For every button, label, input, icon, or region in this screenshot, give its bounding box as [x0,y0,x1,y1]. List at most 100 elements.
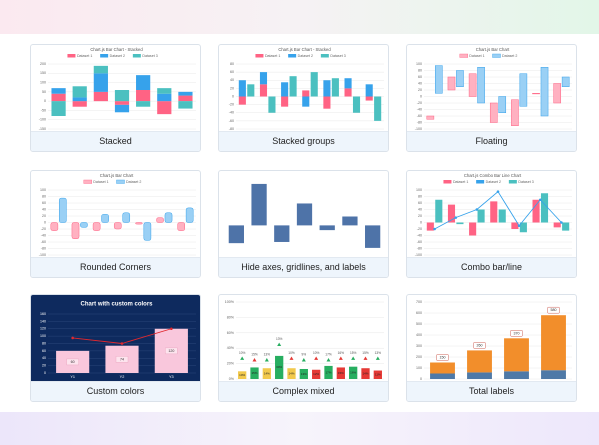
bar [178,95,193,102]
example-card[interactable]: Hide axes, gridlines, and labels [218,170,389,278]
y-tick-label: 20 [42,364,46,368]
bar [113,222,122,230]
y-tick-label: 100 [416,366,422,370]
bar [319,225,335,231]
bar [519,222,527,233]
footer-band [0,412,599,445]
bar [51,101,66,116]
y-tick-label: 60 [418,201,422,205]
chart-thumbnail: 700 600 500 400 300 200 100 0 150 260 370 580 [416,300,572,381]
bar [114,101,130,105]
bar [490,201,498,223]
bar [365,96,373,101]
chart-thumbnail: Chart.js Bar Chart Dataset 1 Dataset 2 100 8… [39,173,196,257]
bar [259,84,268,97]
legend-label: Dataset 1 [77,54,92,58]
example-card[interactable]: Chart with custom colors 160 140 120 100 80 60… [30,294,201,402]
example-card[interactable]: 700 600 500 400 300 200 100 0 150 260 370 580 Total … [406,294,577,402]
example-card[interactable]: Chart.js Bar Chart Dataset 1 Dataset 2 100 8… [406,44,577,152]
example-card[interactable]: Chart.js Bar Chart - Stacked Dataset 1 Dat… [218,44,389,152]
y-tick-label: -60 [41,240,46,244]
legend-swatch [83,179,92,184]
bar [136,90,151,102]
y-tick-label: 80 [42,194,46,198]
legend-label: Dataset 1 [453,180,468,184]
y-tick-label: -40 [417,233,422,237]
example-card[interactable]: 100% 80% 60% 40% 20% 0% 10% 15% 14% 30% 14% 13% 12% 1… [218,294,389,402]
y-tick-label: -80 [417,246,422,250]
bar [238,80,246,97]
y-tick-label: 20 [42,214,46,218]
y-tick-label: 100 [416,188,422,192]
x-tick-label: Y2 [120,375,125,379]
bar [178,91,193,96]
example-card[interactable]: Chart.js Combo Bar Line Chart Dataset 1 Da… [406,170,577,278]
annotation: 13% [375,351,382,355]
chart-title: Chart.js Combo Bar Line Chart [464,173,522,178]
y-tick-label: 0 [420,377,422,381]
bar [268,96,276,113]
y-tick-label: 40 [418,207,422,211]
y-tick-label: 100 [40,334,46,338]
card-label: Combo bar/line [407,257,576,277]
card-label: Custom colors [31,381,200,401]
bar [477,209,485,223]
bar [302,90,310,97]
y-tick-label: -150 [39,127,46,131]
bar [296,203,313,226]
bar [72,86,87,98]
bar [519,73,528,107]
annotation: 15% [251,353,258,357]
bar [477,67,485,104]
card-label: Stacked groups [219,131,388,151]
bar [281,82,289,97]
example-card[interactable]: Chart.js Bar Chart Dataset 1 Dataset 2 100 8… [30,170,201,278]
bar [365,84,373,97]
y-tick-label: 140 [40,319,46,323]
y-tick-label: 80 [230,62,234,66]
bar-label: 13% [301,372,307,376]
legend-label: Dataset 2 [486,180,501,184]
bar [456,70,464,87]
annotation: 17% [325,353,332,357]
line-point [496,190,500,193]
bar-label: 60 [71,360,75,364]
y-tick-label: -100 [39,253,46,257]
bar [323,96,331,109]
y-tick-label: 60 [42,201,46,205]
line-point [71,336,74,340]
bar [541,370,566,379]
chart-title: Chart.js Bar Chart [476,47,510,52]
chart-thumbnail: Chart.js Bar Chart Dataset 1 Dataset 2 100 8… [415,47,572,131]
line-point [560,221,563,224]
legend-swatch [459,53,468,58]
y-tick-label: 200 [416,355,422,359]
bar [336,367,345,379]
example-card[interactable]: Chart.js Bar Chart - Stacked Dataset 1 Dat… [30,44,201,152]
bar [122,212,131,223]
y-tick-label: -40 [229,111,234,115]
legend-label: Dataset 2 [110,54,125,58]
bar [93,65,108,74]
line-point [433,227,436,231]
bar [135,222,143,225]
y-tick-label: 150 [40,71,46,75]
y-tick-label: -60 [229,119,234,123]
x-tick-label: Y1 [70,375,75,379]
bar [323,80,331,97]
total-label-box [510,330,523,337]
bar [101,214,109,223]
bar [426,222,434,231]
line-point [120,342,124,345]
bar [136,101,151,107]
bar-label: 10% [239,373,245,377]
y-tick-label: 20% [227,362,235,366]
bar [373,370,382,379]
bar [289,76,297,97]
bar [114,90,130,102]
legend-label: Dataset 2 [298,54,313,58]
y-tick-label: 0 [420,220,422,224]
y-tick-label: -40 [417,107,422,111]
bar [157,93,172,102]
marker [338,356,343,360]
